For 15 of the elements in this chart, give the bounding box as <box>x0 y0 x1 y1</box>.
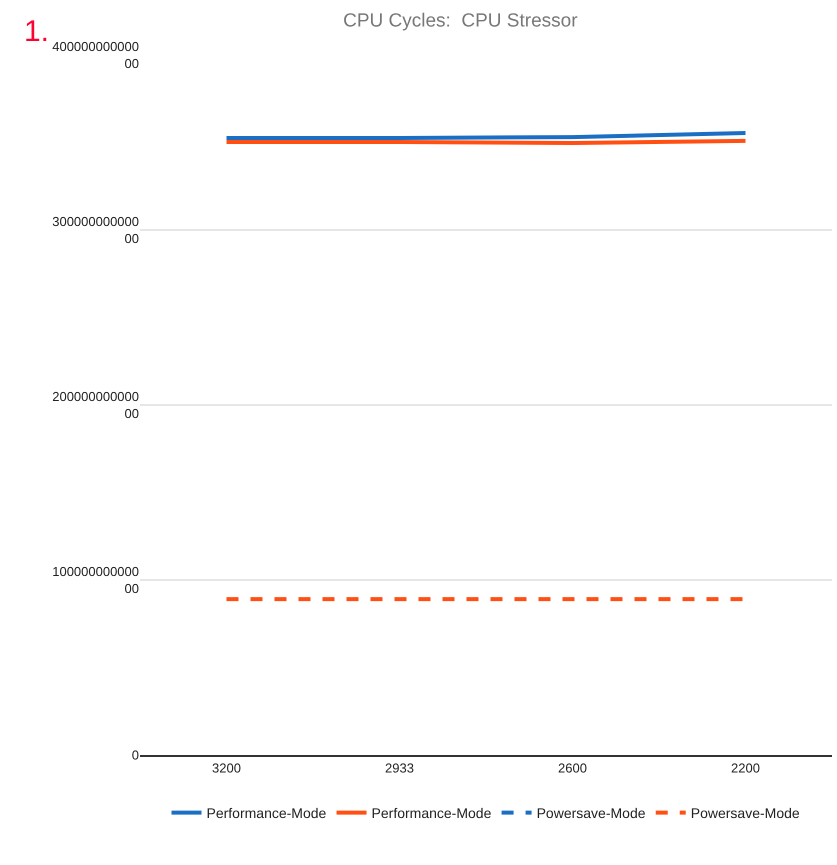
y-tick-label: 0 <box>132 748 139 763</box>
y-tick-label: 300000000000 00 <box>52 214 139 246</box>
x-tick-label: 2933 <box>385 760 414 776</box>
text: 1. <box>24 15 50 48</box>
y-tick-label: 400000000000 00 <box>52 39 139 71</box>
y-tick-label: 100000000000 00 <box>52 564 139 596</box>
legend-label: Powersave-Mode <box>690 805 800 822</box>
legend-label: Performance-Mode <box>206 805 327 822</box>
x-tick-label: 2600 <box>558 760 587 776</box>
legend-label: Performance-Mode <box>372 805 492 822</box>
x-tick-label: 3200 <box>212 760 241 776</box>
chart-title: CPU Cycles: CPU Stressor <box>343 10 578 32</box>
x-tick-label: 2200 <box>731 760 760 776</box>
legend-label: Powersave-Mode <box>536 805 646 822</box>
y-tick-label: 200000000000 00 <box>52 389 139 421</box>
